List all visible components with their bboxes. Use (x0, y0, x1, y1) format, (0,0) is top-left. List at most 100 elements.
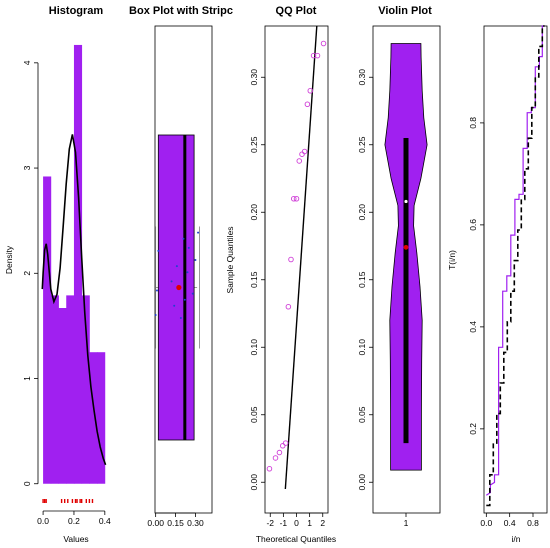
y-tick-label: 0.25 (249, 136, 259, 153)
strip-point (154, 313, 157, 316)
y-tick-label: 0.10 (357, 339, 367, 356)
x-tick-label: 1 (404, 518, 409, 528)
step-ylabel: T(i/n) (447, 250, 457, 270)
histogram-bar (58, 308, 67, 484)
qq-point (290, 195, 297, 202)
y-tick-label: 0.20 (249, 204, 259, 221)
histogram-bar (89, 352, 98, 484)
y-tick-label: 0.2 (468, 423, 478, 435)
x-tick-label: 2 (320, 518, 325, 528)
strip-point (157, 249, 160, 252)
strip-point (187, 246, 190, 249)
y-tick-label: 0.15 (357, 271, 367, 288)
y-tick-label: 0 (22, 481, 32, 486)
qq-reference-line (284, 26, 318, 490)
step-frame (483, 25, 548, 514)
qq-point (288, 256, 294, 263)
strip-point (182, 237, 185, 240)
x-tick-label: 0.30 (187, 518, 204, 528)
step-dashed-line (486, 25, 545, 507)
x-tick-label: 0.0 (37, 516, 49, 526)
histogram-bar (66, 295, 75, 484)
boxplot-title: Box Plot with Stripc (129, 5, 233, 17)
qqplot-frame (264, 25, 329, 514)
y-tick-label: 0.00 (249, 474, 259, 491)
violin-mean-point (403, 244, 409, 250)
qq-point (314, 52, 321, 59)
qq-point (307, 87, 314, 94)
qqplot-title: QQ Plot (276, 5, 317, 17)
y-tick-label: 0.4 (468, 321, 478, 333)
histogram-bar (81, 295, 90, 484)
step-solid-line (485, 25, 545, 496)
y-tick-label: 0.25 (357, 136, 367, 153)
qq-point (320, 40, 327, 47)
histogram-bar (50, 295, 59, 484)
y-tick-label: 0.20 (357, 204, 367, 221)
x-tick-label: 0.0 (480, 518, 492, 528)
strip-point (194, 259, 197, 262)
strip-point (175, 265, 178, 268)
histogram-bar (73, 44, 83, 484)
strip-point (155, 289, 158, 292)
qqplot-ylabel: Sample Quantiles (225, 226, 235, 293)
x-tick-label: 0.00 (147, 518, 164, 528)
y-tick-label: 0.6 (468, 219, 478, 231)
step-xlabel: i/n (512, 534, 521, 544)
y-tick-label: 0.8 (468, 117, 478, 129)
violin-panel: Violin Plot 1 0.00 0.05 0.10 0.15 0.20 0.25 0.3… (357, 5, 441, 528)
x-tick-label: 0.2 (68, 516, 80, 526)
y-tick-label: 3 (22, 165, 32, 170)
qq-point (301, 148, 308, 155)
x-tick-label: 0.4 (99, 516, 111, 526)
y-tick-label: 2 (22, 271, 32, 276)
density-curve (41, 134, 107, 466)
qq-point (285, 304, 292, 310)
y-tick-label: 0.10 (249, 339, 259, 356)
y-tick-label: 0.15 (249, 271, 259, 288)
violin-median-point (404, 199, 408, 204)
qq-point (282, 440, 289, 446)
x-tick-label: 0.8 (527, 518, 539, 528)
y-tick-label: 0.30 (357, 69, 367, 86)
qq-point (293, 195, 300, 202)
qq-point (310, 52, 317, 59)
strip-point (170, 280, 173, 283)
y-tick-label: 0.00 (357, 474, 367, 491)
strip-point (173, 304, 176, 307)
x-tick-label: 1 (307, 518, 312, 528)
box-mean-point (176, 284, 182, 291)
histogram-bar (97, 352, 106, 484)
qq-point (266, 466, 273, 472)
x-tick-label: 0.4 (504, 518, 516, 528)
x-tick-label: 0.15 (167, 518, 184, 528)
y-tick-label: 4 (22, 60, 32, 65)
y-tick-label: 0.05 (357, 406, 367, 423)
histogram-panel: Histogram Values Density 0.0 0.2 0.4 0 1 2 3 4 (4, 5, 111, 544)
boxplot-panel: Box Plot with Stripc 0.00 0.15 0.30 (129, 5, 233, 528)
strip-point (191, 292, 194, 295)
y-tick-label: 0.30 (249, 69, 259, 86)
y-tick-label: 0.05 (249, 406, 259, 423)
x-tick-label: 0 (294, 518, 299, 528)
strip-point (183, 298, 186, 301)
qq-point (304, 101, 311, 107)
qq-point (279, 443, 286, 449)
qqplot-panel: QQ Plot Theoretical Quantiles Sample Qua… (225, 5, 336, 544)
strip-point (179, 317, 182, 319)
x-tick-label: -2 (266, 518, 274, 528)
histogram-ylabel: Density (4, 245, 14, 274)
qq-point (296, 158, 303, 164)
box-body (157, 134, 195, 441)
histogram-bar (43, 176, 52, 484)
qq-point (276, 449, 283, 456)
qqplot-xlabel: Theoretical Quantiles (256, 534, 336, 544)
step-panel: i/n T(i/n) 0.0 0.4 0.8 0.2 0.4 0.6 0.8 (447, 25, 548, 544)
y-tick-label: 1 (22, 376, 32, 381)
histogram-title: Histogram (49, 5, 104, 17)
violin-title: Violin Plot (378, 5, 432, 17)
x-tick-label: -1 (280, 518, 288, 528)
strip-point (197, 231, 200, 234)
histogram-xlabel: Values (63, 534, 88, 544)
